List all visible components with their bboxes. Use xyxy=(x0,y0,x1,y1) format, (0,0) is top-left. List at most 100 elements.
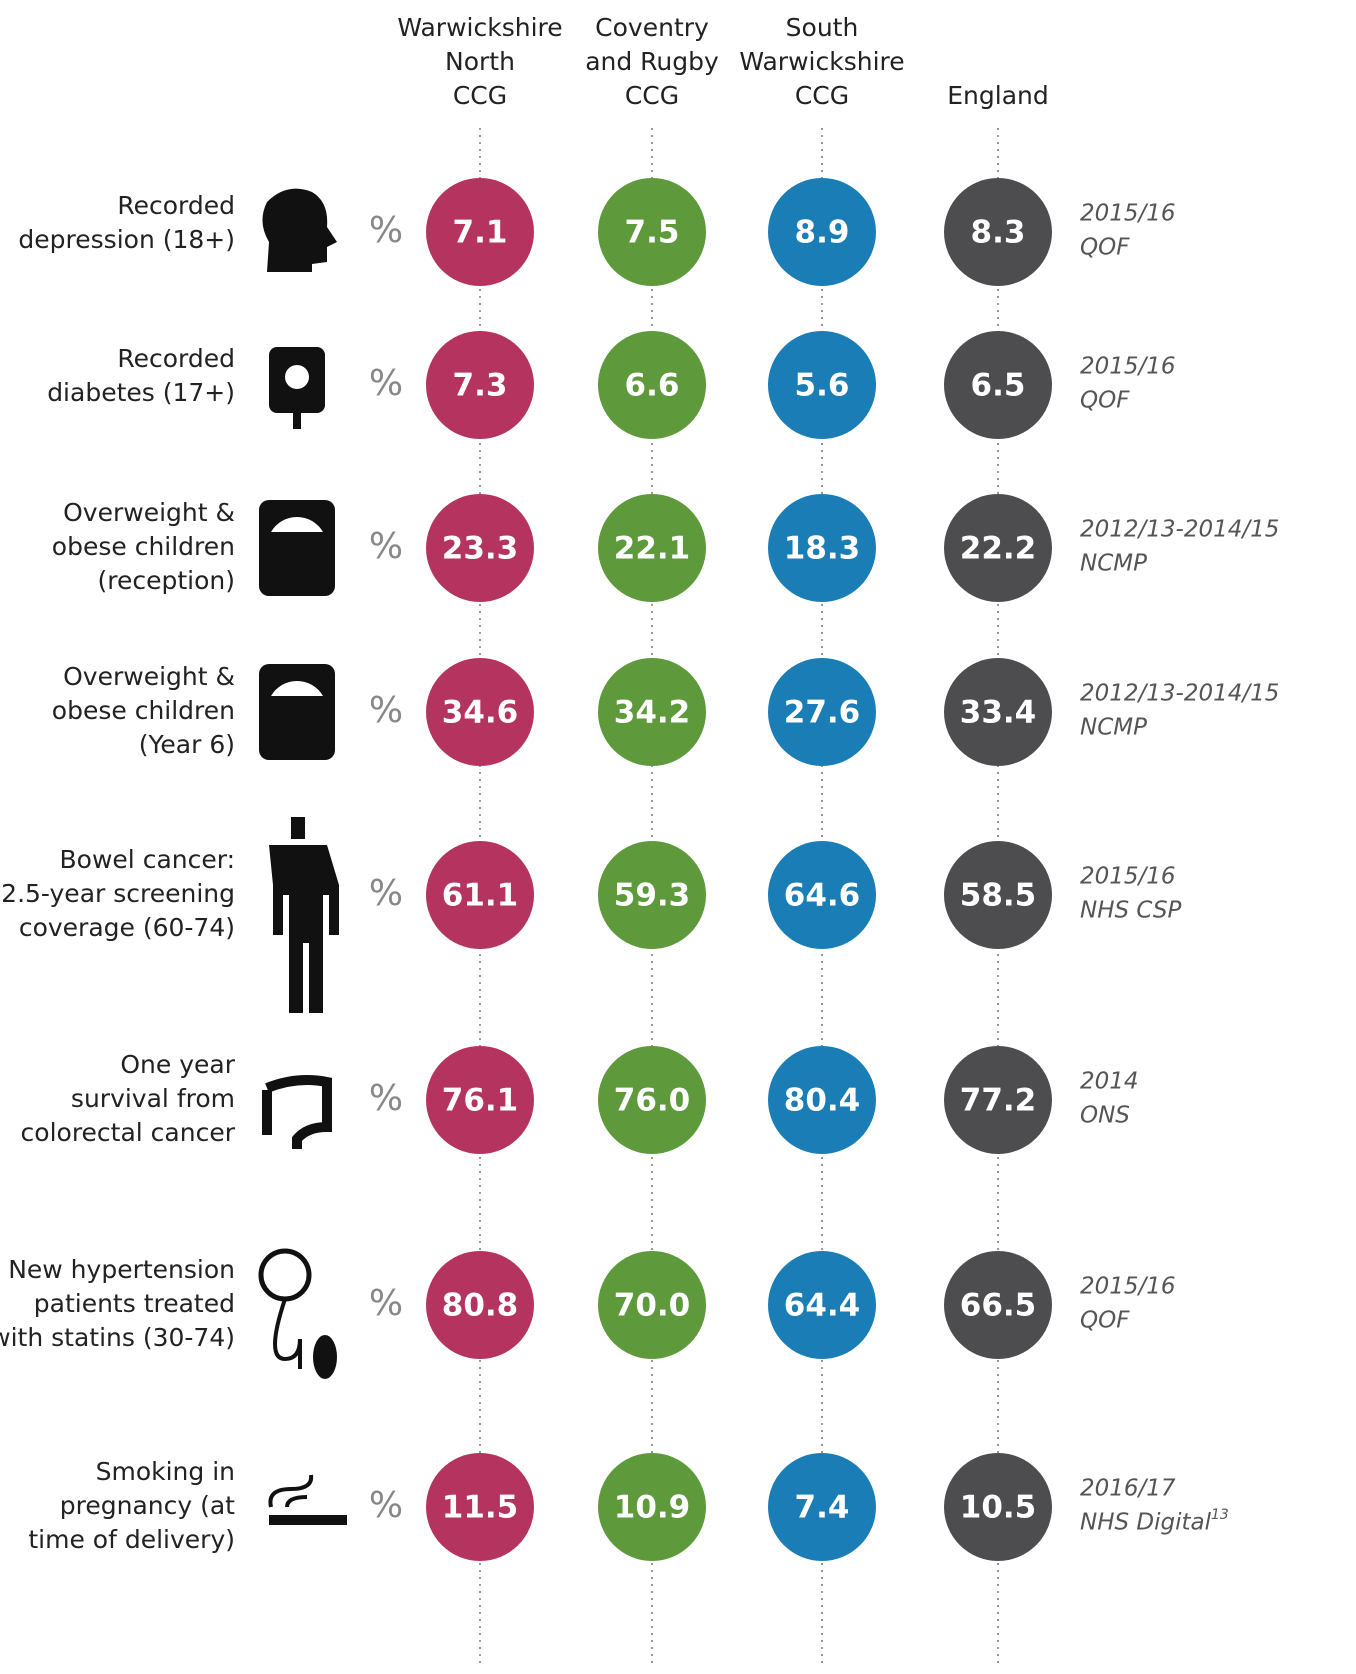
value-circle xyxy=(598,331,706,439)
value-circle xyxy=(426,331,534,439)
icon-shape xyxy=(273,1298,302,1369)
value: 5.6 xyxy=(795,368,850,404)
source: QOF xyxy=(1080,235,1130,261)
icon xyxy=(262,1075,332,1149)
value-circle xyxy=(768,178,876,286)
row-label: depression (18+) xyxy=(18,225,235,254)
value-circle xyxy=(944,1046,1052,1154)
column-header: England xyxy=(947,81,1049,110)
value: 70.0 xyxy=(614,1288,691,1324)
value: 64.4 xyxy=(784,1288,861,1324)
row-label: Bowel cancer: xyxy=(60,845,235,874)
value: 8.9 xyxy=(795,215,850,251)
column-header: CCG xyxy=(625,81,679,110)
unit: % xyxy=(369,1485,403,1526)
row-label: Smoking in xyxy=(96,1457,235,1486)
source-superscript: 13 xyxy=(1211,1507,1229,1523)
unit: % xyxy=(369,210,403,251)
column-header: Warwickshire xyxy=(739,47,904,76)
column-header: CCG xyxy=(795,81,849,110)
source: 2015/16 xyxy=(1080,1274,1176,1300)
unit: % xyxy=(369,873,403,914)
row-label: survival from xyxy=(71,1084,235,1113)
source: 2016/17 xyxy=(1080,1476,1176,1502)
source: NHS Digital13 xyxy=(1080,1507,1229,1536)
value: 23.3 xyxy=(442,531,519,567)
value-circle xyxy=(426,494,534,602)
row-label: Recorded xyxy=(117,191,235,220)
value: 7.1 xyxy=(453,215,508,251)
icon xyxy=(269,347,325,429)
row-label: (reception) xyxy=(98,566,236,595)
row-label: patients treated xyxy=(34,1289,235,1318)
value-circle xyxy=(944,178,1052,286)
value-circle xyxy=(598,1251,706,1359)
value-circle xyxy=(426,1453,534,1561)
unit: % xyxy=(369,690,403,731)
value-circle xyxy=(768,841,876,949)
column-header: South xyxy=(786,13,859,42)
icon xyxy=(262,188,337,272)
row-label: Recorded xyxy=(117,344,235,373)
source: NCMP xyxy=(1080,551,1147,577)
icon xyxy=(268,1474,347,1525)
value-circle xyxy=(944,658,1052,766)
column-header: North xyxy=(445,47,515,76)
source: 2012/13-2014/15 xyxy=(1080,681,1279,707)
column-header: Warwickshire xyxy=(397,13,562,42)
icon xyxy=(259,500,335,596)
row-label: with statins (30-74) xyxy=(0,1323,235,1352)
icon-shape xyxy=(293,413,301,429)
value-circle xyxy=(768,658,876,766)
value: 7.5 xyxy=(625,215,680,251)
icon-shape xyxy=(259,664,335,760)
row-label: coverage (60-74) xyxy=(19,913,235,942)
column-header: Coventry xyxy=(595,13,709,42)
value-circle xyxy=(768,331,876,439)
icon xyxy=(258,1248,337,1379)
value: 61.1 xyxy=(442,878,519,914)
row-label: diabetes (17+) xyxy=(47,378,235,407)
value-circle xyxy=(944,494,1052,602)
unit: % xyxy=(369,1078,403,1119)
value: 11.5 xyxy=(442,1490,519,1526)
value: 64.6 xyxy=(784,878,861,914)
unit: % xyxy=(369,1283,403,1324)
value-circle xyxy=(768,494,876,602)
row-label: pregnancy (at xyxy=(60,1491,235,1520)
icon-shape xyxy=(259,500,335,596)
row-label: obese children xyxy=(52,696,235,725)
source: NCMP xyxy=(1080,715,1147,741)
source: 2015/16 xyxy=(1080,864,1176,890)
row-label: obese children xyxy=(52,532,235,561)
icon-shape xyxy=(271,680,323,696)
value-circle xyxy=(598,841,706,949)
value: 80.4 xyxy=(784,1083,861,1119)
value-circle xyxy=(768,1453,876,1561)
row-label: Overweight & xyxy=(63,498,235,527)
value-circle xyxy=(598,1046,706,1154)
value: 27.6 xyxy=(784,695,861,731)
value: 6.5 xyxy=(971,368,1026,404)
value: 22.1 xyxy=(614,531,691,567)
source: 2015/16 xyxy=(1080,354,1176,380)
row-label: time of delivery) xyxy=(28,1525,235,1554)
value-circle xyxy=(598,494,706,602)
value-circle xyxy=(598,1453,706,1561)
value: 34.6 xyxy=(442,695,519,731)
icon-shape xyxy=(269,817,339,1013)
source: QOF xyxy=(1080,1308,1130,1334)
value: 77.2 xyxy=(960,1083,1037,1119)
row-label: colorectal cancer xyxy=(21,1118,236,1147)
value: 8.3 xyxy=(971,215,1026,251)
icon-shape xyxy=(262,1075,332,1149)
value: 76.0 xyxy=(614,1083,691,1119)
value-circle xyxy=(768,1251,876,1359)
value-circle xyxy=(426,1046,534,1154)
unit: % xyxy=(369,363,403,404)
value-circle xyxy=(944,1453,1052,1561)
column-header: CCG xyxy=(453,81,507,110)
value-circle xyxy=(944,1251,1052,1359)
source: 2012/13-2014/15 xyxy=(1080,517,1279,543)
